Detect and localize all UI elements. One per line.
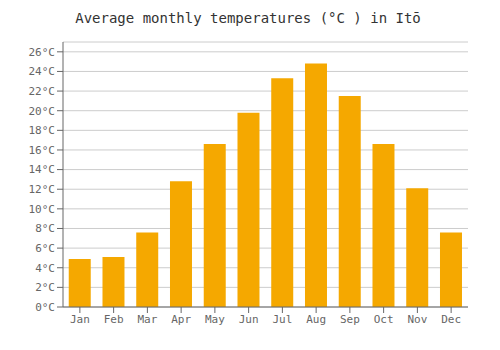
svg-text:24°C: 24°C: [29, 65, 56, 78]
svg-text:2°C: 2°C: [35, 281, 55, 294]
svg-text:Mar: Mar: [137, 313, 157, 326]
svg-text:Aug: Aug: [306, 313, 326, 326]
svg-text:26°C: 26°C: [29, 46, 56, 59]
svg-text:Jul: Jul: [272, 313, 292, 326]
svg-text:18°C: 18°C: [29, 124, 56, 137]
svg-text:Dec: Dec: [441, 313, 461, 326]
svg-text:Apr: Apr: [171, 313, 191, 326]
svg-text:6°C: 6°C: [35, 242, 55, 255]
svg-text:May: May: [205, 313, 225, 326]
svg-text:10°C: 10°C: [29, 203, 56, 216]
svg-text:16°C: 16°C: [29, 144, 56, 157]
svg-text:Nov: Nov: [407, 313, 427, 326]
svg-text:4°C: 4°C: [35, 262, 55, 275]
svg-text:Oct: Oct: [374, 313, 394, 326]
svg-text:8°C: 8°C: [35, 222, 55, 235]
svg-text:Jan: Jan: [70, 313, 90, 326]
svg-text:12°C: 12°C: [29, 183, 56, 196]
svg-text:Sep: Sep: [340, 313, 360, 326]
svg-text:0°C: 0°C: [35, 301, 55, 314]
svg-text:14°C: 14°C: [29, 163, 56, 176]
html-text:Average monthly temperatures (: Average monthly temperatures (°C ) in It…: [75, 10, 421, 26]
svg-text:22°C: 22°C: [29, 85, 56, 98]
svg-text:Feb: Feb: [104, 313, 124, 326]
svg-text:Jun: Jun: [239, 313, 259, 326]
svg-text:20°C: 20°C: [29, 105, 56, 118]
